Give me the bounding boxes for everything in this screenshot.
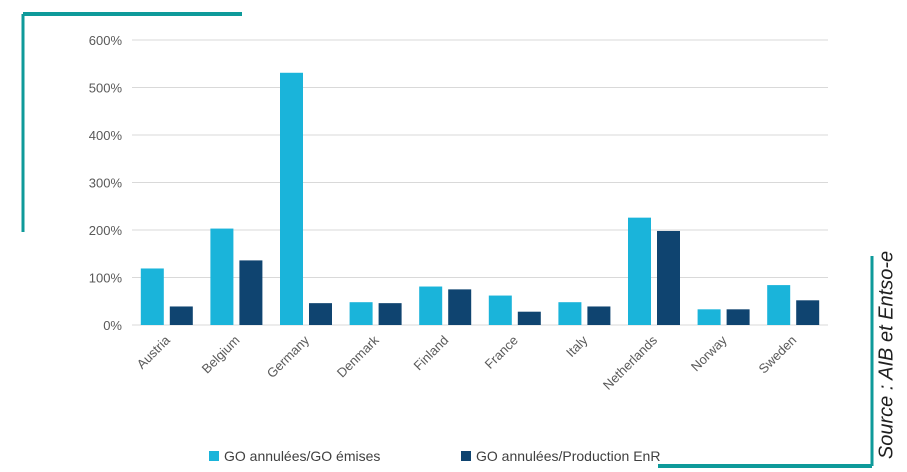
x-tick-label-sweden: Sweden: [755, 333, 799, 377]
x-tick-label-austria: Austria: [134, 332, 174, 372]
x-axis-tick-labels: Austria Belgium Germany Denmark Finland Franc…: [134, 332, 800, 393]
y-tick-label: 100%: [89, 271, 123, 286]
y-tick-label: 500%: [89, 81, 123, 96]
legend: GO annulées/GO émises GO annulées/Product…: [209, 448, 660, 464]
y-axis-tick-labels: 0% 100% 200% 300% 400% 500% 600%: [89, 33, 123, 333]
bar-belgium-series-2: [239, 260, 263, 325]
bar-netherlands-series-2: [657, 230, 680, 325]
legend-label-2: GO annulées/Production EnR: [476, 448, 660, 464]
legend-swatch-1: [209, 451, 219, 461]
bar-netherlands-series-1: [628, 217, 651, 325]
x-tick-label-germany: Germany: [264, 332, 313, 381]
y-tick-label: 400%: [89, 128, 123, 143]
y-tick-label: 0%: [103, 318, 122, 333]
decorative-frame: [21, 12, 874, 468]
bar-norway-series-2: [726, 309, 750, 325]
y-tick-label: 600%: [89, 33, 123, 48]
gridlines: [132, 39, 828, 326]
x-tick-label-belgium: Belgium: [199, 333, 243, 377]
bar-france-series-1: [488, 295, 512, 325]
bar-norway-series-1: [697, 309, 721, 325]
bar-italy-series-1: [558, 302, 582, 325]
y-tick-label: 300%: [89, 176, 123, 191]
bar-sweden-series-2: [796, 300, 820, 325]
legend-swatch-2: [461, 451, 471, 461]
bar-belgium-series-1: [210, 228, 234, 325]
x-tick-label-norway: Norway: [688, 332, 730, 374]
legend-label-1: GO annulées/GO émises: [224, 448, 380, 464]
bar-denmark-series-2: [378, 303, 402, 325]
x-tick-label-denmark: Denmark: [334, 332, 382, 380]
source-note: Source : AIB et Entso-e: [875, 250, 898, 460]
x-tick-label-italy: Italy: [563, 332, 591, 360]
bar-austria-series-1: [140, 268, 164, 325]
x-tick-label-france: France: [482, 333, 521, 372]
bar-finland-series-2: [448, 289, 472, 325]
bar-finland-series-1: [419, 286, 443, 325]
bar-germany-series-1: [280, 72, 303, 326]
bar-austria-series-2: [169, 306, 193, 325]
x-tick-label-netherlands: Netherlands: [600, 332, 661, 393]
bar-france-series-2: [517, 311, 541, 325]
x-tick-label-finland: Finland: [411, 333, 452, 374]
bar-denmark-series-1: [349, 302, 373, 325]
y-tick-label: 200%: [89, 223, 123, 238]
bar-germany-series-2: [309, 303, 332, 325]
bars: [140, 72, 820, 326]
bar-sweden-series-1: [767, 285, 791, 325]
bar-italy-series-2: [587, 306, 611, 325]
